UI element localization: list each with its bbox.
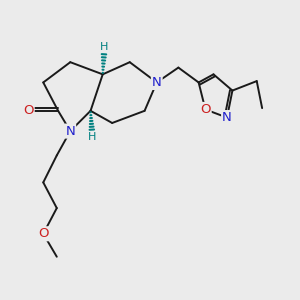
Text: N: N <box>152 76 162 89</box>
Text: O: O <box>23 104 34 117</box>
Text: H: H <box>88 132 96 142</box>
Text: O: O <box>38 227 49 240</box>
Text: H: H <box>100 42 108 52</box>
Text: N: N <box>65 124 75 138</box>
Text: N: N <box>222 111 232 124</box>
Text: O: O <box>200 103 211 116</box>
